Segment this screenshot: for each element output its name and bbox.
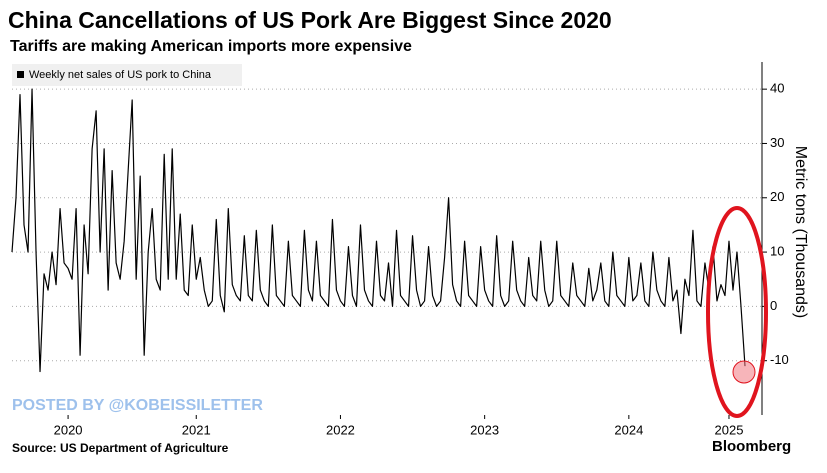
y-tick-label: 20 [770, 189, 784, 204]
y-tick-label: 30 [770, 135, 784, 150]
brand: Bloomberg [712, 438, 791, 455]
x-tick-label: 2022 [326, 422, 355, 437]
x-tick-label: 2021 [182, 422, 211, 437]
legend-label: Weekly net sales of US pork to China [29, 69, 212, 81]
chart-title: China Cancellations of US Pork Are Bigge… [8, 7, 612, 33]
y-tick-label: 40 [770, 81, 784, 96]
line-series [11, 88, 746, 373]
legend-box [12, 64, 242, 86]
highlight-dot [732, 360, 756, 384]
y-tick-label: 10 [770, 244, 784, 259]
source: Source: US Department of Agriculture [12, 441, 229, 455]
watermark: POSTED BY @KOBEISSILETTER [12, 397, 263, 414]
y-tick-label: 0 [770, 298, 777, 313]
legend-swatch [17, 71, 24, 78]
x-tick-label: 2025 [715, 422, 744, 437]
highlight-ellipse [706, 206, 768, 418]
chart-subtitle: Tariffs are making American imports more… [10, 38, 412, 55]
x-tick-label: 2023 [470, 422, 499, 437]
x-tick-label: 2024 [614, 422, 643, 437]
y-tick-label: -10 [770, 352, 789, 367]
x-tick-label: 2020 [54, 422, 83, 437]
y-axis-label: Metric tons (Thousands) [792, 146, 809, 319]
